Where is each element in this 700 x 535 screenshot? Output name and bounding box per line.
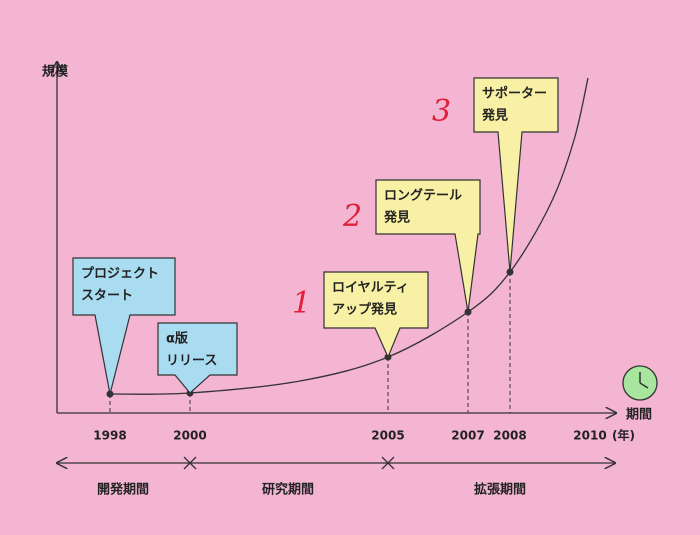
y-axis-label: 規模 <box>42 64 69 80</box>
callout-text: リリース <box>166 354 217 369</box>
year-label: 2000 <box>173 429 206 443</box>
callout-text: 発見 <box>481 108 508 124</box>
callout-text: スタート <box>81 289 133 304</box>
callout-text: ロングテール <box>384 188 462 204</box>
x-axis-label: 期間 <box>626 408 652 423</box>
period-dividers <box>183 456 395 470</box>
year-label: 2010 <box>573 429 606 443</box>
x-unit: (年) <box>612 428 635 443</box>
year-label: 2007 <box>451 429 484 443</box>
year-label: 2008 <box>493 429 526 443</box>
callout-box <box>323 271 429 359</box>
callout-box <box>375 179 481 313</box>
growth-curve <box>109 77 589 395</box>
callout-text: サポーター <box>482 86 547 102</box>
period-label: 拡張期間 <box>474 482 526 498</box>
callout-box <box>72 257 176 395</box>
callout-box <box>473 77 559 273</box>
period-label: 研究期間 <box>262 482 314 498</box>
year-label: 2005 <box>371 429 404 443</box>
step-number: 2 <box>342 199 362 234</box>
clock-icon <box>622 365 658 401</box>
callout-text: ロイヤルティ <box>332 281 409 296</box>
period-label: 開発期間 <box>97 482 149 498</box>
callout-text: プロジェクト <box>81 267 159 282</box>
callout-text: アップ発見 <box>332 302 397 318</box>
callout-box <box>157 322 238 394</box>
year-label: 1998 <box>93 429 126 443</box>
callout-text: α版 <box>166 331 188 347</box>
callout-text: 発見 <box>383 210 410 226</box>
step-number: 3 <box>432 94 451 129</box>
step-number: 1 <box>292 286 311 321</box>
